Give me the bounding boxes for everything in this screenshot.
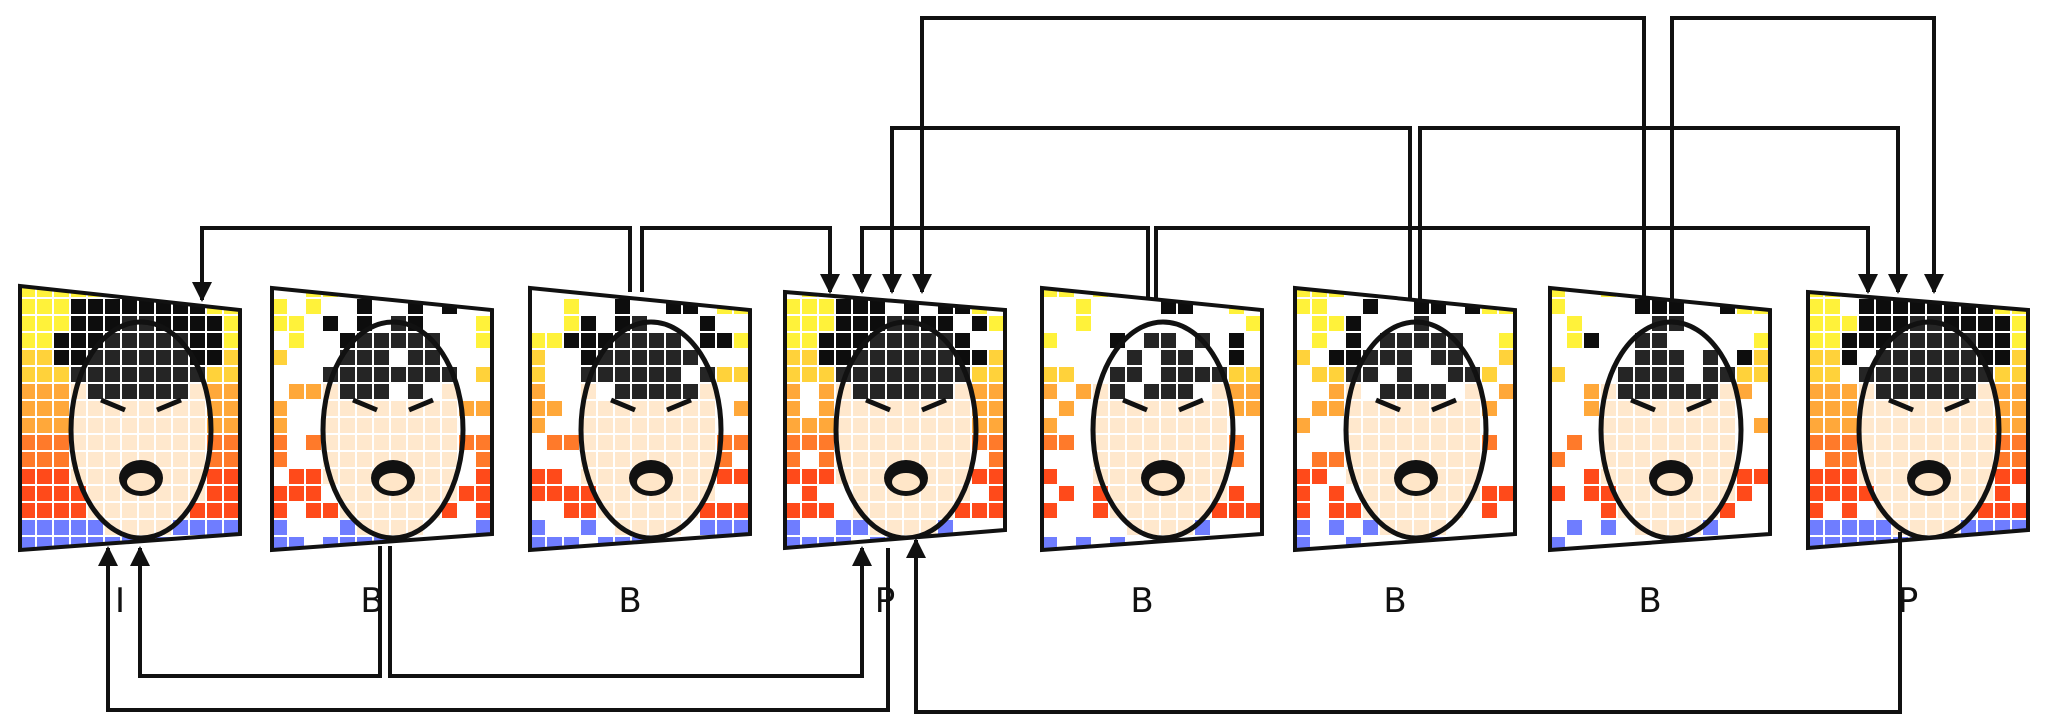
frame-type-label: B [618, 581, 641, 621]
arrow-b1-to-i [130, 546, 382, 678]
arrow-p-to-i [98, 546, 890, 712]
arrow-b3-to-p [852, 226, 1150, 300]
arrow-b2-to-i [192, 226, 632, 302]
frame-4 [783, 289, 1007, 551]
arrow-b4-to-p [882, 126, 1412, 300]
frame-7-border [1548, 285, 1772, 553]
arrow-b3-to-p2 [1154, 226, 1878, 300]
frame-2 [270, 285, 494, 553]
frame-7 [1548, 285, 1772, 553]
frame-8 [1806, 289, 2030, 551]
frame-5-blocks [1042, 288, 1261, 550]
frame-1 [18, 283, 242, 553]
frame-type-label: B [360, 581, 383, 621]
arrow-b2-to-p [640, 226, 840, 294]
frame-5-border [1040, 285, 1264, 553]
arrow-b4-to-p2 [1418, 126, 1908, 300]
arrow-b5-to-p [912, 16, 1646, 300]
frame-type-label: B [1130, 581, 1153, 621]
frame-3-blocks [530, 288, 749, 550]
frame-2-border [270, 285, 494, 553]
frame-3 [528, 285, 752, 553]
frame-type-label: I [115, 581, 125, 621]
frame-6 [1293, 285, 1517, 553]
frame-type-label: B [1383, 581, 1406, 621]
frame-type-label: P [1898, 581, 1919, 621]
frame-type-label: P [875, 581, 896, 621]
frame-4-border [783, 289, 1007, 551]
frame-3-border [528, 285, 752, 553]
frames-layer [18, 283, 2030, 553]
frame-6-border [1293, 285, 1517, 553]
frame-8-border [1806, 289, 2030, 551]
arrow-b5-to-p2 [1670, 16, 1944, 300]
frame-1-border [18, 283, 242, 553]
frame-5 [1040, 285, 1264, 553]
reference-arrows [98, 16, 1944, 714]
arrow-p2-to-p [906, 532, 1902, 714]
arrow-b1-to-p [388, 546, 872, 678]
frame-type-label: B [1638, 581, 1661, 621]
